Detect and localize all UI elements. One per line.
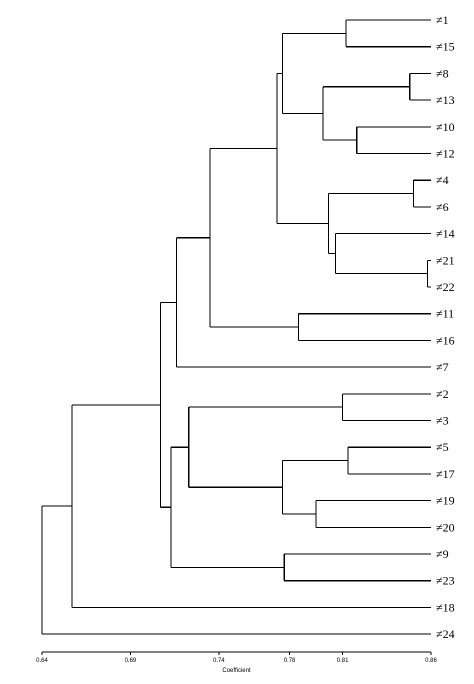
x-tick-label: 0.86 — [425, 658, 437, 664]
leaf-label: ≠2 — [436, 387, 449, 401]
leaf-label: ≠12 — [436, 147, 455, 161]
leaf-label: ≠18 — [436, 600, 455, 614]
x-tick-label: 0.64 — [36, 658, 48, 664]
x-tick-label: 0.78 — [284, 658, 296, 664]
leaf-label: ≠5 — [436, 440, 449, 454]
leaf-label: ≠6 — [436, 200, 449, 214]
leaf-label: ≠3 — [436, 414, 449, 428]
leaf-label: ≠7 — [436, 360, 449, 374]
leaf-label: ≠14 — [436, 227, 455, 241]
x-axis: 0.64 0.69 0.74 0.78 0.81 0.86 Coefficient — [36, 651, 437, 674]
leaf-label: ≠23 — [436, 574, 455, 588]
leaf-label: ≠19 — [436, 494, 455, 508]
leaf-label: ≠10 — [436, 120, 455, 134]
leaf-label: ≠8 — [436, 66, 449, 80]
x-axis-ticks: 0.64 0.69 0.74 0.78 0.81 0.86 — [36, 652, 437, 664]
x-axis-title: Coefficient — [222, 668, 251, 674]
leaf-label: ≠13 — [436, 93, 455, 107]
leaf-label: ≠20 — [436, 520, 455, 534]
leaf-label: ≠16 — [436, 333, 455, 347]
leaf-label: ≠9 — [436, 547, 449, 561]
leaf-labels: ≠1 ≠15 ≠8 ≠13 ≠10 ≠12 ≠4 ≠6 ≠14 ≠21 ≠22 ≠11 ≠16 ≠7 ≠2 ≠… — [436, 13, 455, 641]
x-tick-label: 0.81 — [337, 658, 349, 664]
leaf-label: ≠22 — [436, 280, 455, 294]
x-tick-label: 0.69 — [125, 658, 137, 664]
x-tick-label: 0.74 — [213, 658, 225, 664]
leaf-label: ≠1 — [436, 13, 449, 27]
leaf-label: ≠15 — [436, 40, 455, 54]
leaf-label: ≠24 — [436, 627, 455, 641]
leaf-label: ≠17 — [436, 467, 455, 481]
leaf-label: ≠11 — [436, 307, 454, 321]
dendrogram-links — [41, 19, 431, 635]
leaf-label: ≠4 — [436, 173, 449, 187]
leaf-label: ≠21 — [436, 253, 455, 267]
